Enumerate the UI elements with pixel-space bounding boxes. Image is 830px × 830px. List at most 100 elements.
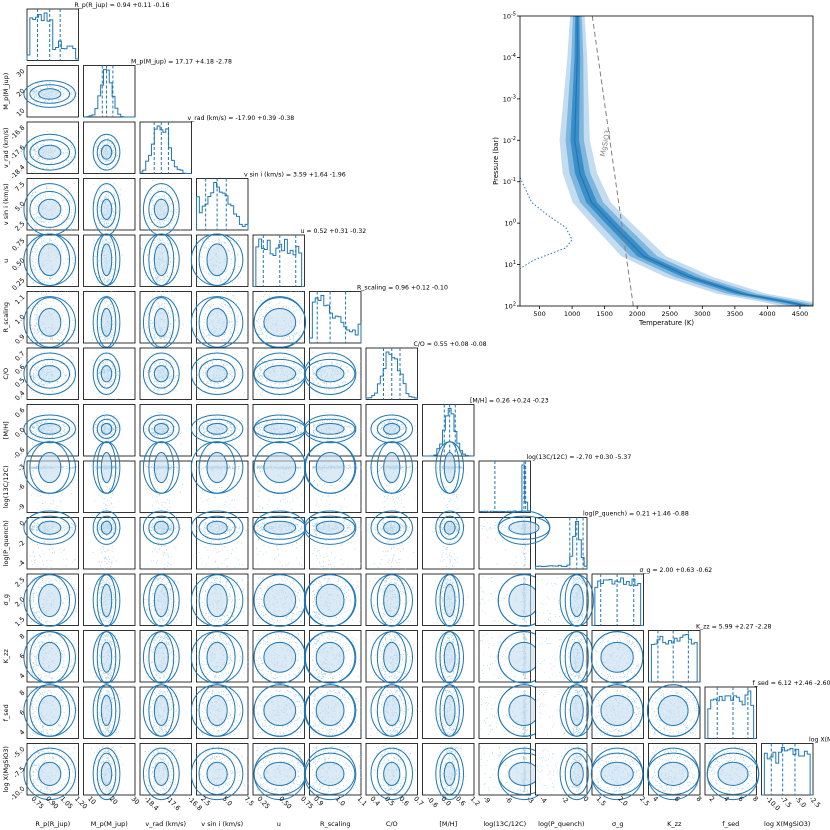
contour-level-2: [100, 198, 113, 220]
histogram-7: [422, 404, 475, 457]
panel-4-8: [252, 441, 307, 513]
y-tick-label: 10: [15, 107, 27, 119]
contour-level-2: [600, 761, 634, 786]
param-title-4: u = 0.52 +0.31 -0.32: [301, 228, 367, 235]
contour-level-2: [263, 761, 297, 786]
contour-level-2: [263, 641, 297, 673]
panel-1-9: [83, 510, 136, 570]
contour-level-2: [38, 583, 62, 618]
contour-level-2: [38, 144, 62, 160]
tp-y-tick-label: 10-5: [503, 12, 516, 21]
panel-3-4: [190, 233, 249, 287]
contour-level-0: [435, 747, 465, 801]
histogram-3: [196, 178, 249, 231]
contour-level-2: [100, 451, 113, 484]
hist-frame: [139, 121, 192, 174]
hist-step: [196, 182, 249, 230]
hist-step: [648, 634, 700, 683]
contour-level-1: [96, 684, 117, 737]
panel-8-12: [478, 684, 551, 739]
contour-level-0: [370, 747, 414, 801]
contour-level-2: [508, 641, 540, 673]
tp-y-tick-label: 10-4: [503, 53, 516, 62]
panel-7-13: [422, 743, 475, 801]
x-tick-label: 10: [86, 795, 98, 807]
y-axis-label-10: σ_g: [2, 594, 10, 606]
tp-y-axis-label: Pressure (bar): [492, 137, 500, 185]
x-tick-label: 0.75: [30, 795, 46, 811]
contour-level-1: [198, 515, 236, 540]
hist-frame: [252, 234, 305, 287]
tp-x-tick-label: 2000: [629, 310, 646, 318]
contour-level-0: [23, 747, 76, 801]
contour-level-2: [508, 520, 540, 535]
y-tick-label: 6: [18, 709, 27, 718]
contour-level-2: [206, 365, 228, 383]
hist-step: [83, 69, 135, 118]
y-tick-label: 30: [15, 67, 27, 79]
contour-level-1: [29, 297, 71, 348]
y-axis-label-1: M_p(M_jup): [2, 73, 10, 110]
param-title-1: M_p(M_jup) = 17.17 +4.18 -2.78: [131, 59, 232, 66]
x-axis-label-3: v sin i (km/s): [201, 820, 243, 828]
y-tick-label: -6: [16, 483, 26, 493]
x-axis-label-12: f_sed: [722, 820, 739, 828]
contour-level-1: [590, 631, 644, 684]
contour-level-1: [148, 441, 175, 494]
histogram-1: [83, 65, 136, 118]
x-tick-label: 0.90: [44, 795, 60, 811]
contour-level-1: [304, 631, 356, 684]
contour-level-1: [376, 418, 407, 439]
contour-level-0: [370, 414, 414, 444]
x-axis-label-2: v_rad (km/s): [145, 820, 186, 828]
histogram-12: [704, 686, 757, 739]
contour-level-0: [190, 352, 244, 396]
histogram-9: [535, 517, 588, 570]
y-tick-label: 0.25: [11, 276, 27, 292]
contour-level-0: [23, 133, 76, 171]
contour-level-1: [304, 418, 356, 439]
contour-level-2: [383, 520, 401, 535]
y-tick-label: -18.4: [9, 163, 27, 181]
x-tick-label: 0.5: [383, 795, 396, 808]
y-tick-label: -4: [16, 559, 26, 569]
x-tick-label: 0: [582, 795, 591, 804]
x-tick-label: 8: [751, 795, 760, 804]
y-tick-label: 0.75: [11, 237, 27, 253]
contour-level-1: [304, 441, 356, 494]
x-tick-label: 0.4: [369, 795, 382, 808]
contour-level-0: [370, 510, 414, 545]
contour-level-1: [29, 631, 71, 684]
panel-4-9: [252, 510, 307, 570]
contour-level-2: [383, 694, 401, 727]
tp-x-tick-label: 500: [533, 310, 545, 318]
panel-6-11: [365, 630, 419, 684]
param-title-7: [M/H] = 0.26 +0.24 -0.23: [470, 398, 549, 405]
y-tick-label: 0.6: [13, 363, 26, 376]
y-axis-label-8: log(13C/12C): [2, 465, 10, 508]
x-tick-label: 2: [708, 795, 717, 804]
contour-level-2: [383, 761, 401, 786]
contour-level-2: [206, 451, 228, 484]
x-tick-label: 4: [651, 795, 660, 804]
tp-y-tick-label: 100: [505, 219, 516, 228]
hist-step: [592, 577, 644, 626]
contour-level-1: [29, 233, 71, 286]
x-tick-label: 0.0: [440, 795, 453, 808]
contour-level-0: [92, 414, 121, 444]
contour-level-2: [315, 694, 345, 727]
x-tick-label: 7.5: [243, 795, 256, 808]
panel-6-7: [365, 404, 419, 457]
hist-frame: [704, 686, 757, 739]
contour-level-1: [148, 190, 175, 228]
contour-level-1: [29, 515, 71, 540]
x-axis-label-6: C/O: [386, 820, 398, 828]
tp-y-tick-label: 102: [505, 302, 516, 311]
x-tick-label: -10.0: [764, 795, 782, 813]
contour-level-2: [100, 422, 113, 435]
x-tick-label: 1.20: [73, 795, 89, 811]
x-tick-label: 5.0: [221, 795, 234, 808]
panel-2-6: [139, 347, 192, 400]
contour-level-1: [439, 752, 460, 796]
x-tick-label: -17.6: [164, 795, 182, 813]
